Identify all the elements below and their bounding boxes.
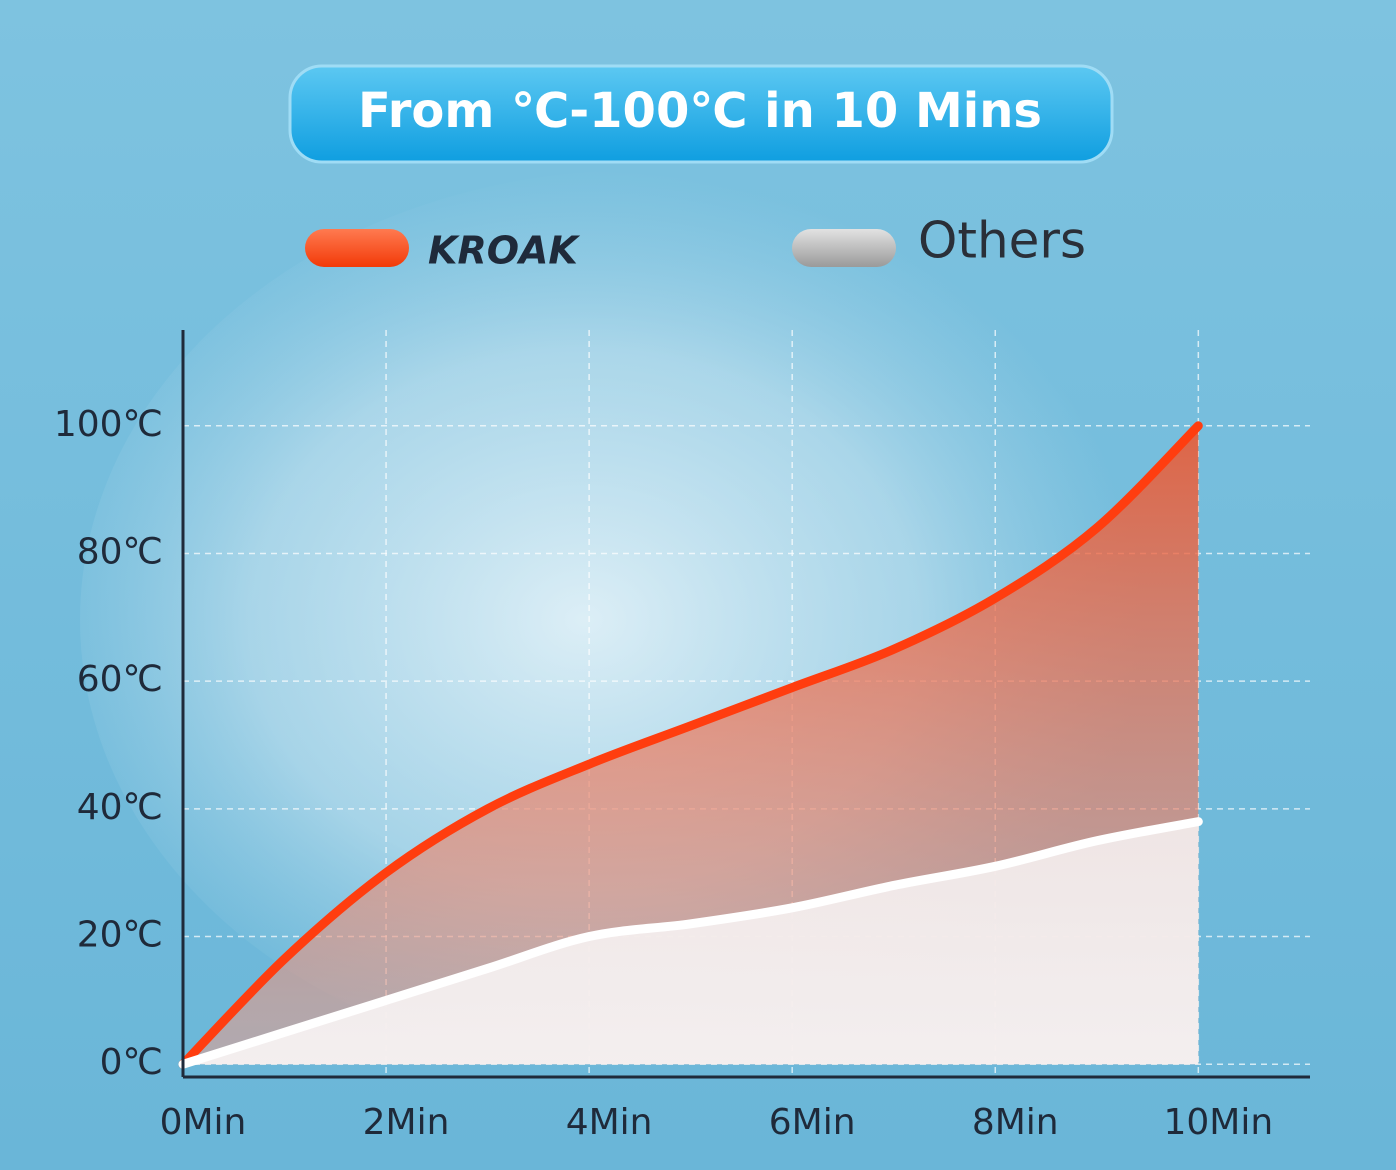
line — [178, 817, 1203, 1069]
chart-title: From ℃-100℃ in 10 Mins — [358, 83, 1042, 139]
y-tick-label: 40℃ — [77, 787, 163, 828]
x-tick-label: 6Min — [769, 1102, 856, 1143]
y-tick-label: 100℃ — [54, 404, 163, 445]
x-tick-label: 2Min — [363, 1102, 450, 1143]
legend-label: Others — [918, 212, 1086, 270]
x-tick-label: 10Min — [1163, 1102, 1273, 1143]
legend-swatch — [305, 229, 409, 267]
legend: KROAK Others — [305, 212, 1086, 273]
area — [183, 821, 1199, 1065]
x-tick-label: 8Min — [972, 1102, 1059, 1143]
line — [178, 421, 1203, 1069]
x-tick-label: 4Min — [566, 1102, 653, 1143]
legend-swatch — [792, 229, 896, 267]
legend-label: KROAK — [428, 229, 580, 273]
x-tick-label: 0Min — [160, 1102, 247, 1143]
y-tick-label: 0℃ — [100, 1042, 163, 1083]
title-banner — [288, 64, 1114, 164]
y-tick-label: 20℃ — [77, 915, 163, 956]
y-tick-label: 80℃ — [77, 531, 163, 572]
y-tick-label: 60℃ — [77, 659, 163, 700]
